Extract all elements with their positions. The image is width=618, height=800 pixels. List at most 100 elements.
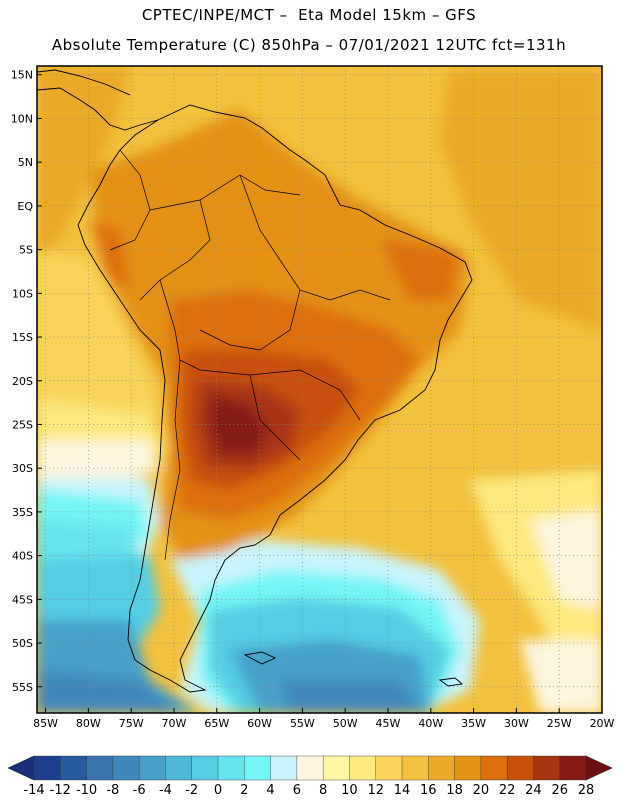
lat-label: EQ (17, 200, 33, 213)
lat-label: 35S (12, 506, 33, 519)
lat-label: 50S (12, 637, 33, 650)
colorbar-label: 14 (394, 783, 411, 798)
island-falklands (243, 651, 277, 665)
field-east-pale-south (520, 640, 602, 713)
colorbar-swatch (217, 755, 245, 781)
colorbar-label: 4 (266, 783, 274, 798)
colorbar-label: -10 (76, 783, 97, 798)
lon-label: 30W (504, 717, 529, 730)
lat-label: 10S (12, 287, 33, 300)
lon-label: 20W (590, 717, 615, 730)
colorbar-swatch (480, 755, 508, 781)
field-east-pale (530, 510, 602, 610)
colorbar-label: 2 (240, 783, 248, 798)
lon-label: 85W (33, 717, 58, 730)
field-andes-north-hot (90, 220, 130, 290)
colorbar-swatch (322, 755, 351, 781)
colorbar-swatch (533, 755, 561, 781)
lon-label: 65W (204, 717, 229, 730)
colorbar-swatch (506, 755, 535, 781)
colorbar-swatch (270, 755, 298, 781)
colorbar-label: -4 (159, 783, 172, 798)
colorbar-label: 8 (319, 783, 327, 798)
field-continent-peak (208, 395, 270, 455)
colorbar-min-arrow (7, 755, 35, 781)
lat-label: 10N (11, 112, 33, 125)
colorbar-swatch (244, 755, 272, 781)
colorbar-label: 6 (293, 783, 301, 798)
south-america-coastline (77, 104, 473, 693)
lat-label: 55S (12, 681, 33, 694)
colorbar-swatch (86, 755, 114, 781)
lon-label: 70W (162, 717, 187, 730)
field-south-deepblue (37, 670, 180, 713)
longitude-axis: 85W 80W 75W 70W 65W 60W 55W 50W 45W 40W 35W 30W 25W 2… (33, 708, 615, 730)
colorbar-label: 18 (446, 783, 463, 798)
colorbar-label: -2 (185, 783, 198, 798)
colorbar-swatch (454, 755, 482, 781)
colorbar-swatch (191, 755, 219, 781)
colorbar-label: -6 (133, 783, 146, 798)
lon-label: 50W (333, 717, 358, 730)
colorbar-swatch (112, 755, 140, 781)
colorbar-label: 24 (525, 783, 542, 798)
colorbar-swatch (428, 755, 456, 781)
colorbar-swatch (349, 755, 377, 781)
colorbar: -14 -12 -10 -8 -6 -4 -2 0 2 4 6 8 10 12 14 16 18 20 22 24 26… (7, 755, 613, 798)
field-atlantic-deepblue (280, 680, 420, 713)
lon-label: 55W (290, 717, 315, 730)
colorbar-label: 10 (341, 783, 358, 798)
lat-label: 40S (12, 550, 33, 563)
colorbar-swatch (60, 755, 88, 781)
lat-label: 15S (12, 331, 33, 344)
colorbar-label: 28 (578, 783, 595, 798)
colorbar-swatch (296, 755, 324, 781)
colorbar-label: 0 (214, 783, 222, 798)
lon-label: 25W (547, 717, 572, 730)
lon-label: 45W (376, 717, 401, 730)
plot-frame (36, 65, 603, 714)
latitude-axis: 15N 10N 5N EQ 5S 10S 15S 20S 25S 30S 35S 40S 45S 50S 5… (11, 69, 42, 694)
colorbar-label: 20 (473, 783, 490, 798)
colorbar-label: 26 (551, 783, 568, 798)
colorbar-label: 22 (499, 783, 516, 798)
colorbar-label: 12 (367, 783, 384, 798)
lat-label: 5N (18, 156, 33, 169)
colorbar-swatch (375, 755, 403, 781)
caribbean-coast (37, 69, 131, 96)
country-borders (109, 149, 391, 561)
central-america-coastline (37, 87, 159, 131)
coastlines (37, 69, 473, 693)
colorbar-swatch (33, 755, 61, 781)
field-pacific-mid (37, 250, 160, 420)
temperature-field (37, 66, 602, 713)
lon-label: 75W (119, 717, 144, 730)
colorbar-label: -8 (106, 783, 119, 798)
lat-label: 20S (12, 375, 33, 388)
field-warm-pacific-north (37, 66, 130, 260)
colorbar-swatch (165, 755, 193, 781)
lat-label: 30S (12, 462, 33, 475)
lat-label: 45S (12, 593, 33, 606)
colorbar-swatch (559, 755, 587, 781)
field-pacific-pale (37, 440, 160, 480)
lon-label: 40W (418, 717, 443, 730)
lon-label: 60W (247, 717, 272, 730)
lon-label: 35W (461, 717, 486, 730)
colorbar-swatch (401, 755, 429, 781)
lat-label: 15N (11, 69, 33, 82)
chart-subtitle: Absolute Temperature (C) 850hPa – 07/01/… (51, 36, 567, 54)
chart-title: CPTEC/INPE/MCT – Eta Model 15km – GFS (141, 6, 477, 24)
field-warm-atlantic (440, 70, 602, 330)
colorbar-label: -12 (50, 783, 71, 798)
lat-label: 25S (12, 418, 33, 431)
lat-label: 5S (19, 244, 33, 257)
colorbar-swatch (138, 755, 167, 781)
lon-label: 80W (76, 717, 101, 730)
colorbar-label: -14 (23, 783, 44, 798)
colorbar-max-arrow (585, 755, 613, 781)
field-northeast-hot (380, 240, 460, 300)
colorbar-label: 16 (420, 783, 437, 798)
island-southgeorgia (438, 677, 464, 687)
